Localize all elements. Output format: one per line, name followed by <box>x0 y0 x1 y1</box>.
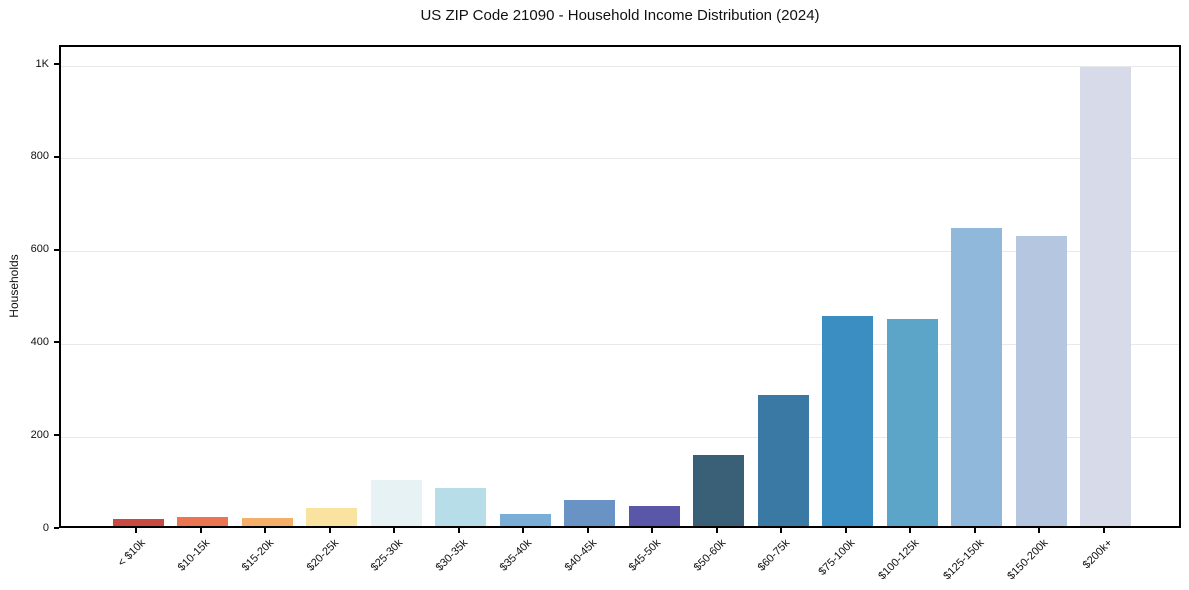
bar-$40-45k <box>564 499 616 526</box>
bar-$20-25k <box>306 508 358 526</box>
x-tick-label-$60-75k: $60-75k <box>756 537 793 574</box>
x-tick-label-$35-40k: $35-40k <box>498 537 535 574</box>
x-tick-mark <box>1102 528 1105 533</box>
bar-$150-200k <box>1015 236 1067 526</box>
x-tick-mark <box>135 528 138 533</box>
x-tick-label-$100-125k: $100-125k <box>876 537 922 583</box>
bar-$125-150k <box>951 227 1003 526</box>
x-tick-mark <box>328 528 331 533</box>
x-tick-label-< $10k: < $10k <box>115 537 148 570</box>
x-tick-label-$150-200k: $150-200k <box>1005 537 1051 583</box>
bar-$30-35k <box>435 487 487 526</box>
x-tick-label-$125-150k: $125-150k <box>940 537 987 583</box>
bar-$50-60k <box>693 454 745 526</box>
y-tick-label-1K: 1K <box>35 57 49 70</box>
y-tick-mark <box>54 527 59 529</box>
y-tick-mark <box>54 341 59 344</box>
gridline-y-600 <box>61 251 1179 253</box>
bar-$200k+ <box>1080 66 1132 526</box>
bar-$60-75k <box>757 395 809 526</box>
x-tick-label-$45-50k: $45-50k <box>627 537 664 574</box>
x-tick-label-$50-60k: $50-60k <box>691 537 729 574</box>
plot-area <box>59 45 1181 528</box>
y-tick-label-400: 400 <box>30 335 49 348</box>
y-tick-label-600: 600 <box>30 243 49 256</box>
x-tick-label-$10-15k: $10-15k <box>175 537 213 574</box>
x-tick-mark <box>780 528 783 533</box>
x-tick-label-$20-25k: $20-25k <box>304 537 342 574</box>
y-tick-mark <box>54 63 59 66</box>
bar-$10-15k <box>177 516 229 526</box>
x-tick-mark <box>844 528 847 533</box>
gridline-y-800 <box>61 158 1179 160</box>
x-tick-label-$15-20k: $15-20k <box>240 537 277 574</box>
x-tick-label-$200k+: $200k+ <box>1081 537 1116 572</box>
bar-$45-50k <box>628 505 680 526</box>
x-tick-label-$75-100k: $75-100k <box>816 537 858 578</box>
x-tick-mark <box>651 528 654 533</box>
bar-$100-125k <box>886 318 938 526</box>
bar-$75-100k <box>822 316 874 526</box>
y-tick-label-0: 0 <box>42 521 49 534</box>
gridline-y-200 <box>61 436 1179 438</box>
bar-$35-40k <box>499 514 551 526</box>
y-tick-mark <box>54 155 59 158</box>
chart-title: US ZIP Code 21090 - Household Income Dis… <box>420 7 820 24</box>
x-tick-mark <box>715 528 718 533</box>
x-tick-mark <box>264 528 267 533</box>
x-tick-mark <box>522 528 525 533</box>
bar-$15-20k <box>241 517 293 526</box>
x-tick-mark <box>586 528 589 533</box>
x-tick-mark <box>973 528 976 533</box>
gridline-y-400 <box>61 343 1179 345</box>
bar-< $10k <box>112 518 164 526</box>
y-tick-label-800: 800 <box>30 150 49 163</box>
x-tick-label-$40-45k: $40-45k <box>562 537 600 574</box>
x-tick-mark <box>199 528 202 533</box>
y-tick-label-200: 200 <box>30 428 49 441</box>
x-tick-label-$25-30k: $25-30k <box>369 537 406 574</box>
y-tick-mark <box>54 434 59 437</box>
gridline-y-1000 <box>61 65 1179 67</box>
x-tick-mark <box>909 528 912 533</box>
x-tick-mark <box>1038 528 1041 533</box>
x-tick-mark <box>393 528 396 533</box>
bar-$25-30k <box>370 479 422 526</box>
y-tick-mark <box>54 248 59 251</box>
x-tick-label-$30-35k: $30-35k <box>433 537 471 574</box>
x-tick-mark <box>457 528 460 533</box>
